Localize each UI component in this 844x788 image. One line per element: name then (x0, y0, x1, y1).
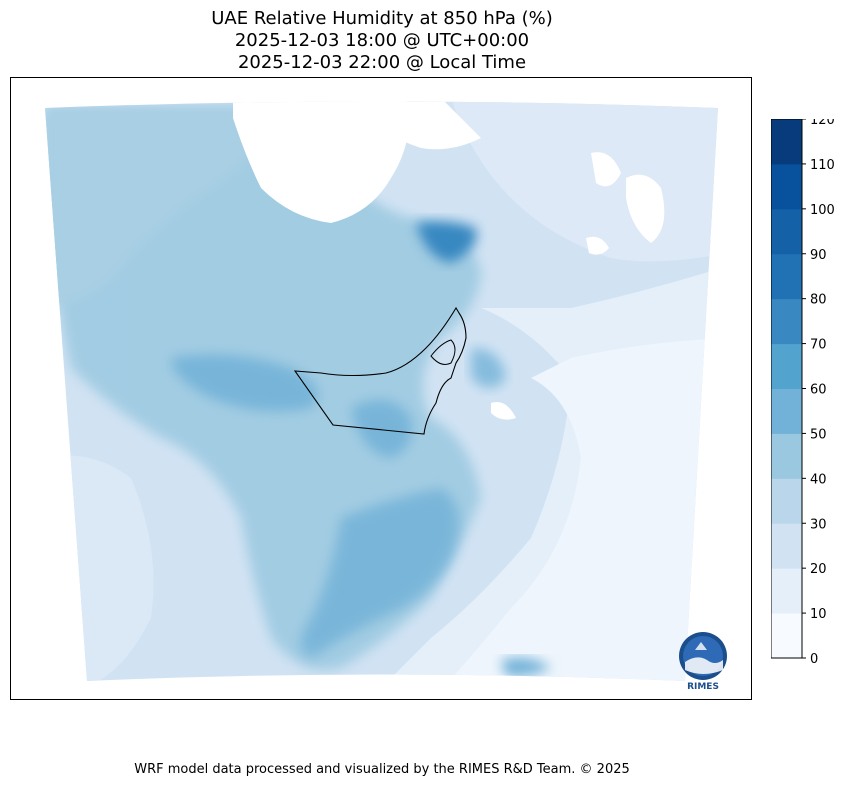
humidity-field-nw (45, 108, 271, 308)
colorbar-tick-label: 20 (810, 562, 827, 577)
no-data-patch-3 (586, 236, 609, 255)
utc-time: 2025-12-03 18:00 @ UTC+00:00 (234, 30, 530, 51)
colorbar-tick-label: 100 (810, 203, 835, 218)
colorbar-band (771, 433, 802, 479)
colorbar-band (771, 388, 802, 434)
colorbar-tick-label: 80 (810, 293, 827, 308)
colorbar-bands (771, 119, 802, 659)
colorbar-band (771, 478, 802, 524)
humidity-field-south-edge (501, 657, 551, 677)
footer-credit: WRF model data processed and visualized … (134, 762, 630, 777)
colorbar-band (771, 298, 802, 345)
colorbar-band (771, 119, 802, 165)
humidity-field-50-60 (171, 354, 318, 412)
no-data-region-iran-b (361, 101, 481, 150)
colorbar-band (771, 253, 802, 300)
colorbar-band (771, 163, 802, 210)
colorbar-tick-label: 0 (810, 652, 818, 665)
colorbar-tick-label: 110 (810, 158, 835, 173)
logo-text: RIMES (687, 682, 719, 692)
humidity-map: RIMES (45, 101, 727, 692)
colorbar-tick-label: 70 (810, 338, 827, 353)
no-data-patch-2 (626, 174, 665, 243)
colorbar-band (771, 208, 802, 255)
no-data-patch-1 (591, 152, 621, 187)
colorbar-band (771, 613, 802, 659)
colorbar-tick-label: 40 (810, 472, 827, 487)
humidity-field-50-60-b (351, 400, 412, 458)
local-time: 2025-12-03 22:00 @ Local Time (237, 52, 527, 73)
colorbar-tick-label: 10 (810, 607, 827, 622)
map-title: UAE Relative Humidity at 850 hPa (%) (211, 8, 553, 29)
rimes-logo: RIMES (679, 632, 727, 692)
colorbar-band (771, 343, 802, 389)
humidity-field-0-10 (431, 338, 718, 681)
colorbar-tick-label: 50 (810, 427, 827, 442)
emirate-boundary (430, 339, 456, 365)
no-data-patch-4 (491, 402, 516, 420)
humidity-field-50-60-d (471, 348, 506, 388)
colorbar-ticks: 0 10 20 30 40 50 60 70 80 90 100 110 120 (802, 119, 835, 665)
humidity-field-70-80 (416, 221, 477, 263)
colorbar-tick-label: 120 (810, 119, 835, 128)
colorbar-tick-label: 90 (810, 248, 827, 263)
colorbar-tick-label: 60 (810, 383, 827, 398)
colorbar-band (771, 523, 802, 569)
colorbar-band (771, 568, 802, 614)
colorbar-tick-label: 30 (810, 517, 827, 532)
colorbar: 0 10 20 30 40 50 60 70 80 90 100 110 120 (771, 119, 835, 665)
map-panel: RIMES (10, 77, 752, 700)
no-data-region-iran (233, 101, 409, 223)
uae-border (293, 306, 467, 435)
humidity-field-50-60-c (301, 488, 459, 658)
